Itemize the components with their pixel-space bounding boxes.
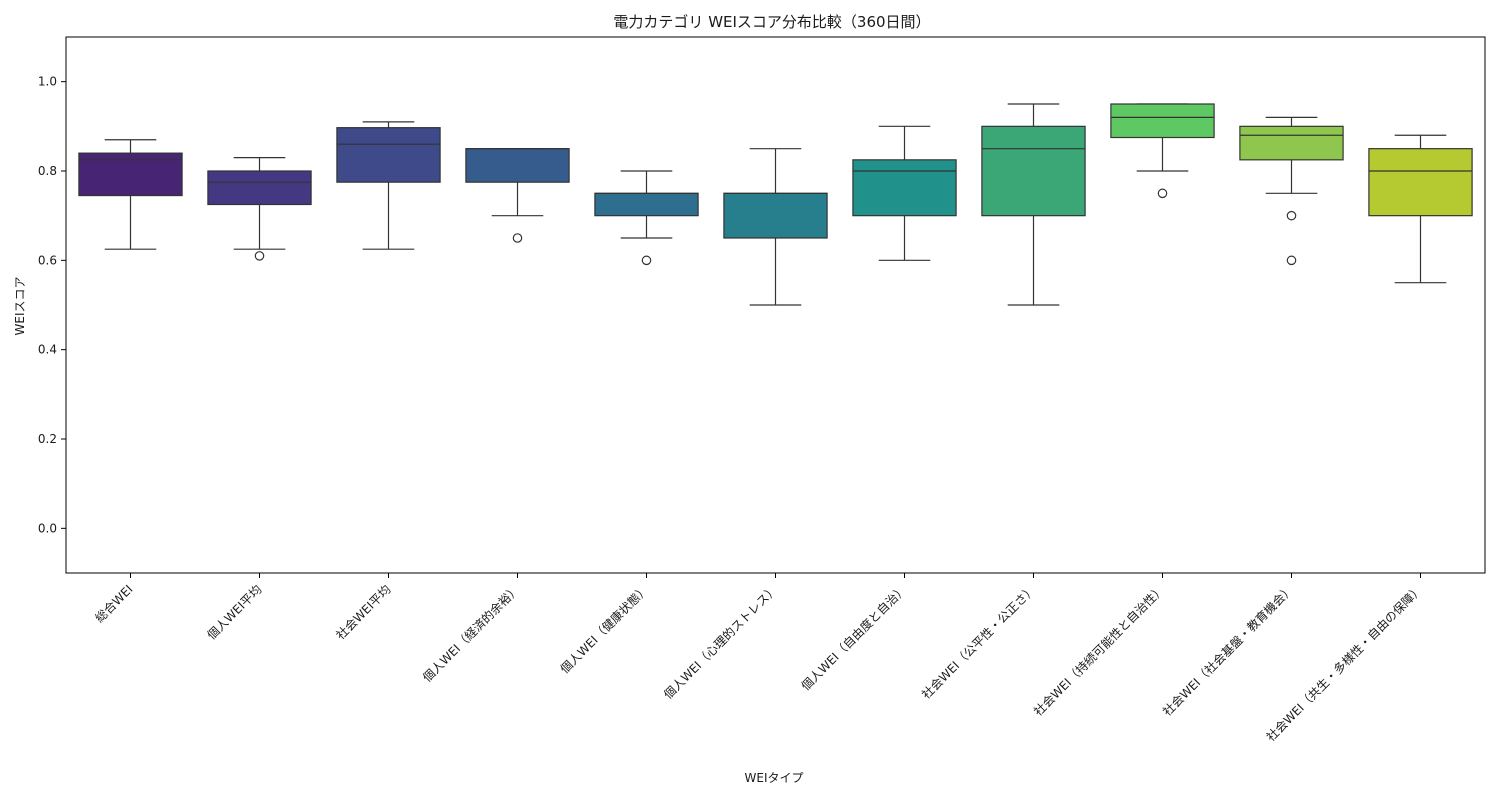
y-tick-label: 1.0 — [38, 75, 57, 89]
box-group — [336, 121, 441, 250]
iqr-box — [594, 192, 699, 217]
x-tick-label: 社会WEI（共生・多様性・自由の保障） — [1263, 582, 1426, 745]
outlier-point — [641, 255, 652, 266]
y-tick-label: 0.4 — [38, 343, 57, 357]
x-tick-label: 総合WEI — [92, 582, 136, 626]
outlier-point — [512, 233, 523, 243]
iqr-box — [981, 125, 1086, 217]
outlier-point — [1286, 255, 1297, 266]
outlier-point — [1286, 210, 1297, 221]
box-group — [207, 157, 312, 261]
box-group — [465, 148, 570, 243]
x-tick-label: 社会WEI（公平性・公正さ） — [918, 582, 1038, 702]
iqr-box — [1239, 125, 1344, 161]
x-tick-label: 個人WEI（自由度と自治） — [798, 582, 910, 694]
iqr-box — [207, 170, 312, 206]
iqr-box — [1110, 103, 1215, 139]
x-tick-label: 個人WEI（心理的ストレス） — [660, 582, 780, 702]
iqr-box — [852, 159, 957, 217]
y-tick-label: 0.6 — [38, 253, 57, 267]
x-tick-label: 個人WEI平均 — [205, 582, 265, 642]
box-group — [981, 103, 1086, 306]
x-tick-label: 個人WEI（経済的余裕） — [419, 582, 522, 685]
y-tick-label: 0.0 — [38, 521, 57, 535]
iqr-box — [336, 127, 441, 183]
x-tick-label: 社会WEI平均 — [333, 582, 394, 643]
y-axis: 0.0 0.2 0.4 0.6 0.8 1.0 — [38, 75, 66, 535]
x-tick-label: 個人WEI（健康状態） — [557, 582, 652, 677]
iqr-box — [465, 148, 570, 183]
outlier-point — [1157, 188, 1168, 199]
y-tick-label: 0.8 — [38, 164, 57, 178]
box-group — [1368, 134, 1473, 284]
iqr-box — [1368, 148, 1473, 217]
plot-area — [78, 103, 1473, 306]
x-axis: 総合WEI 個人WEI平均 社会WEI平均 個人WEI（経済的余裕） 個人WEI（健康状… — [92, 573, 1426, 744]
outlier-point — [254, 251, 265, 261]
box-group — [723, 148, 828, 306]
chart-title: 電力カテゴリ WEIスコア分布比較（360日間） — [613, 13, 930, 31]
box-group — [1110, 103, 1215, 199]
x-tick-label: 社会WEI（持続可能性と自治性） — [1030, 582, 1167, 719]
box-group — [1239, 116, 1344, 266]
y-tick-label: 0.2 — [38, 432, 57, 446]
y-axis-label: WEIスコア — [13, 277, 27, 336]
iqr-box — [723, 192, 828, 239]
box-group — [78, 139, 183, 250]
box-group — [594, 170, 699, 266]
x-tick-label: 社会WEI（社会基盤・教育機会） — [1159, 582, 1296, 719]
x-axis-label: WEIタイプ — [745, 771, 804, 785]
box-group — [852, 125, 957, 261]
